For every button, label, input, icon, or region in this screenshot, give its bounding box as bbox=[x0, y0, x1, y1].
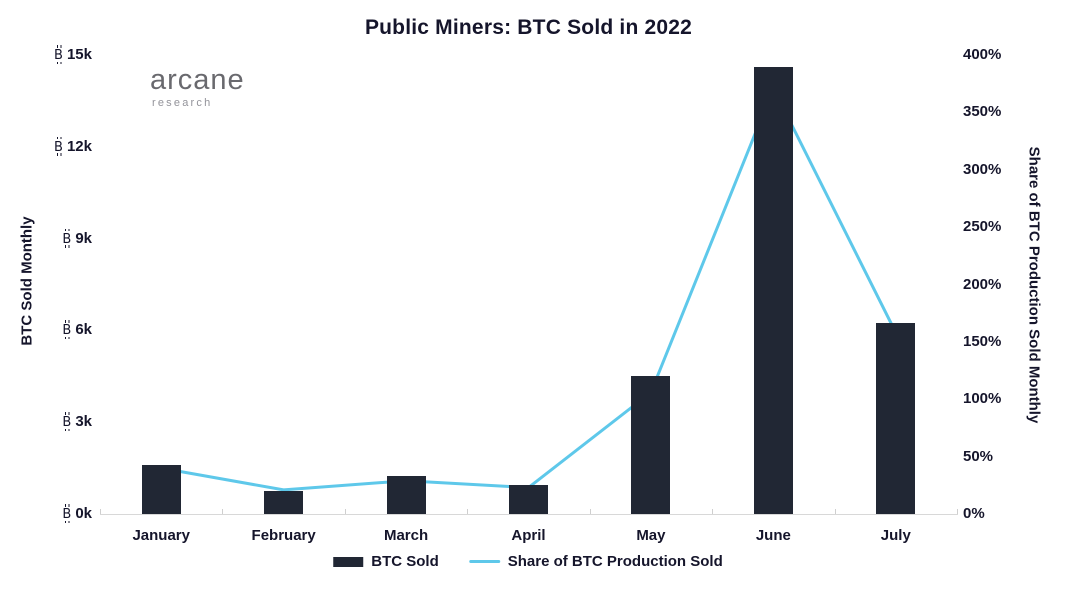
left-axis-tick-9k: B 9k bbox=[0, 228, 92, 249]
tick-value: 6k bbox=[75, 321, 92, 339]
x-axis-tick-mark bbox=[467, 509, 469, 514]
x-axis-tick-mark bbox=[344, 509, 346, 514]
bar-july bbox=[876, 322, 916, 514]
tick-value: 15k bbox=[66, 46, 92, 63]
left-axis-tick-6k: B 6k bbox=[0, 320, 92, 340]
x-axis-label-june: June bbox=[755, 527, 791, 544]
chart-legend: BTC Sold Share of BTC Production Sold bbox=[333, 553, 723, 570]
x-axis-label-april: April bbox=[511, 527, 546, 544]
legend-item-btc-sold: BTC Sold bbox=[333, 553, 439, 570]
tick-value: 9k bbox=[75, 229, 92, 247]
bar-june bbox=[753, 67, 793, 514]
bitcoin-symbol-icon: B bbox=[62, 228, 72, 248]
x-axis-label-january: January bbox=[132, 527, 190, 544]
tick-value: 0k bbox=[75, 505, 92, 522]
bitcoin-symbol-icon: B bbox=[54, 136, 63, 156]
left-axis-tick-0k: B 0k bbox=[0, 504, 92, 524]
x-axis-label-may: May bbox=[636, 527, 666, 544]
line-swatch-icon bbox=[468, 560, 500, 563]
legend-label: Share of BTC Production Sold bbox=[507, 553, 723, 570]
right-axis-tick-0%: 0% bbox=[963, 505, 985, 522]
left-axis-tick-15k: B 15k bbox=[0, 45, 92, 65]
right-axis-tick-200%: 200% bbox=[963, 275, 1002, 293]
right-axis-tick-350%: 350% bbox=[963, 103, 1002, 121]
bar-march bbox=[386, 475, 426, 514]
tick-value: 3k bbox=[75, 413, 92, 431]
x-axis-tick-mark bbox=[712, 509, 714, 514]
x-axis-tick-mark bbox=[222, 509, 224, 514]
bitcoin-symbol-icon: B bbox=[62, 504, 72, 523]
x-axis-tick-mark bbox=[100, 509, 101, 514]
logo-wordmark: arcane bbox=[150, 64, 245, 96]
share-line-series bbox=[159, 86, 898, 492]
right-axis-tick-300%: 300% bbox=[963, 160, 1002, 178]
bitcoin-symbol-icon: B bbox=[62, 320, 72, 340]
right-axis-tick-100%: 100% bbox=[963, 390, 1002, 408]
logo-subtitle: research bbox=[152, 97, 213, 109]
chart-title: Public Miners: BTC Sold in 2022 bbox=[364, 16, 693, 39]
bar-may bbox=[631, 376, 671, 514]
x-axis-label-march: March bbox=[383, 527, 429, 544]
legend-item-share: Share of BTC Production Sold bbox=[468, 553, 723, 570]
x-axis-label-february: February bbox=[251, 527, 316, 544]
right-axis-tick-150%: 150% bbox=[963, 332, 1002, 350]
right-axis-tick-50%: 50% bbox=[963, 447, 994, 465]
bar-february bbox=[264, 491, 304, 514]
x-axis-tick-mark bbox=[834, 509, 836, 514]
left-axis-tick-12k: B 12k bbox=[0, 136, 92, 157]
x-axis-line bbox=[100, 514, 958, 515]
plot-area bbox=[100, 55, 957, 514]
bar-april bbox=[509, 484, 548, 514]
left-axis-tick-3k: B 3k bbox=[0, 412, 92, 432]
bitcoin-symbol-icon: B bbox=[62, 412, 72, 432]
x-axis-tick-mark bbox=[957, 509, 958, 514]
arcane-logo: arcane research bbox=[150, 66, 245, 109]
bar-january bbox=[141, 465, 181, 514]
right-axis-tick-250%: 250% bbox=[963, 218, 1002, 236]
tick-value: 12k bbox=[66, 137, 92, 155]
bar-swatch-icon bbox=[333, 556, 364, 567]
x-axis-label-july: July bbox=[880, 527, 911, 544]
legend-label: BTC Sold bbox=[371, 553, 439, 570]
bitcoin-symbol-icon: B bbox=[54, 45, 63, 64]
x-axis-tick-mark bbox=[589, 509, 591, 514]
right-axis-tick-400%: 400% bbox=[963, 46, 1002, 63]
